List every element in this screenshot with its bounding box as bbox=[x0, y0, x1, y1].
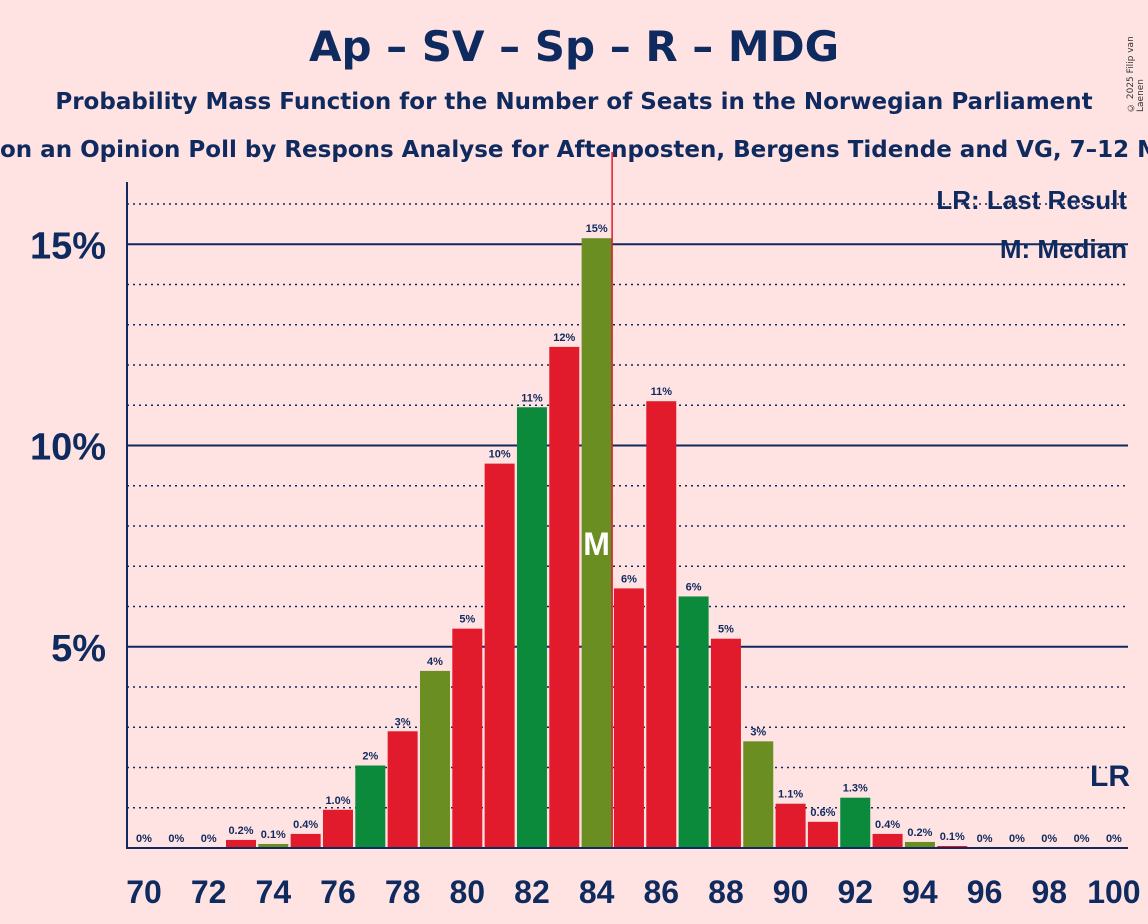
x-tick-label: 70 bbox=[126, 874, 162, 910]
legend-median: M: Median bbox=[1000, 234, 1127, 264]
x-tick-label: 100 bbox=[1087, 874, 1140, 910]
bar-value-label: 0% bbox=[1009, 833, 1025, 845]
y-tick-label: 5% bbox=[51, 628, 106, 670]
x-tick-label: 96 bbox=[967, 874, 1003, 910]
x-tick-label: 72 bbox=[191, 874, 227, 910]
bar-84 bbox=[581, 238, 612, 848]
bar-value-label: 15% bbox=[586, 223, 608, 235]
x-tick-label: 94 bbox=[902, 874, 938, 910]
bar-76 bbox=[322, 809, 353, 848]
bar-value-label: 0.2% bbox=[907, 827, 932, 839]
bar-value-label: 0.2% bbox=[228, 825, 253, 837]
bar-79 bbox=[419, 670, 450, 848]
bar-74 bbox=[258, 843, 289, 848]
x-tick-label: 86 bbox=[643, 874, 679, 910]
chart-subtitle-2: on an Opinion Poll by Respons Analyse fo… bbox=[0, 137, 1148, 163]
bar-value-label: 5% bbox=[459, 614, 475, 626]
bar-value-label: 0.1% bbox=[261, 829, 286, 841]
bar-value-label: 3% bbox=[395, 716, 411, 728]
x-tick-label: 92 bbox=[837, 874, 873, 910]
bar-value-label: 0% bbox=[1074, 833, 1090, 845]
bar-82 bbox=[516, 407, 547, 848]
bar-value-label: 1.0% bbox=[325, 795, 350, 807]
bar-value-label: 0% bbox=[1106, 833, 1122, 845]
bar-92 bbox=[840, 797, 871, 848]
bar-value-label: 6% bbox=[686, 581, 702, 593]
bar-value-label: 3% bbox=[750, 726, 766, 738]
x-tick-label: 88 bbox=[708, 874, 744, 910]
bar-value-label: 11% bbox=[521, 392, 543, 404]
bar-73 bbox=[225, 839, 256, 848]
y-tick-label: 15% bbox=[30, 225, 106, 267]
bar-95 bbox=[937, 845, 968, 848]
bar-value-label: 0% bbox=[1041, 833, 1057, 845]
bar-value-label: 0.4% bbox=[293, 819, 318, 831]
bar-value-label: 0% bbox=[168, 833, 184, 845]
legend-last-result: LR: Last Result bbox=[936, 185, 1127, 215]
bar-93 bbox=[872, 833, 903, 848]
bar-value-label: 0.4% bbox=[875, 819, 900, 831]
x-tick-label: 82 bbox=[514, 874, 550, 910]
bar-86 bbox=[646, 401, 677, 848]
bars-group: 0% 0% 0% 0.2% 0.1% 0.4% 1.0% 2% 3% 4% 5% 10% 11% 12% 1… bbox=[136, 152, 1130, 848]
bar-77 bbox=[355, 765, 386, 848]
bar-value-label: 0.1% bbox=[940, 831, 965, 843]
bar-85 bbox=[613, 588, 644, 848]
grid-lines bbox=[127, 203, 1128, 809]
x-tick-label: 78 bbox=[385, 874, 421, 910]
bar-91 bbox=[807, 821, 838, 848]
bar-value-label: 1.3% bbox=[843, 783, 868, 795]
x-tick-label: 90 bbox=[773, 874, 809, 910]
bar-value-label: 6% bbox=[621, 573, 637, 585]
median-marker: M bbox=[583, 526, 610, 562]
bar-94 bbox=[904, 841, 935, 848]
bar-value-label: 0% bbox=[977, 833, 993, 845]
bar-88 bbox=[710, 638, 741, 848]
last-result-marker: LR bbox=[1090, 760, 1130, 793]
bar-value-label: 2% bbox=[362, 750, 378, 762]
bar-value-label: 1.1% bbox=[778, 789, 803, 801]
bar-89 bbox=[743, 741, 774, 848]
x-tick-label: 76 bbox=[320, 874, 356, 910]
chart-title: Ap – SV – Sp – R – MDG bbox=[308, 22, 840, 71]
x-axis-labels: 70 72 74 76 78 80 82 84 86 88 90 92 94 96 98 100 bbox=[126, 874, 1140, 910]
bar-value-label: 12% bbox=[553, 332, 575, 344]
bar-81 bbox=[484, 463, 515, 848]
bar-value-label: 4% bbox=[427, 656, 443, 668]
bar-90 bbox=[775, 803, 806, 848]
bar-75 bbox=[290, 833, 321, 848]
bar-78 bbox=[387, 731, 418, 848]
y-tick-label: 10% bbox=[30, 427, 106, 469]
bar-83 bbox=[549, 346, 580, 848]
chart-subtitle: Probability Mass Function for the Number… bbox=[55, 89, 1093, 115]
bar-value-label: 10% bbox=[489, 449, 511, 461]
bar-value-label: 0% bbox=[201, 833, 217, 845]
bar-value-label: 11% bbox=[651, 386, 673, 398]
bar-80 bbox=[452, 628, 483, 848]
bar-value-label: 0.6% bbox=[810, 807, 835, 819]
x-tick-label: 98 bbox=[1031, 874, 1067, 910]
x-tick-label: 74 bbox=[256, 874, 292, 910]
bar-value-label: 5% bbox=[718, 624, 734, 636]
bar-value-label: 0% bbox=[136, 833, 152, 845]
x-tick-label: 84 bbox=[579, 874, 615, 910]
x-tick-label: 80 bbox=[450, 874, 486, 910]
bar-87 bbox=[678, 596, 709, 848]
y-axis-labels: 5% 10% 15% bbox=[30, 225, 106, 670]
